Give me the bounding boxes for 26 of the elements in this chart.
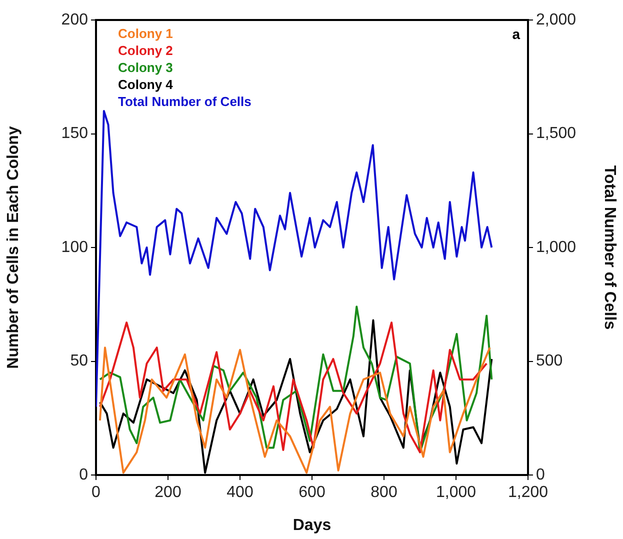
x-tick-label: 1,200 <box>508 484 548 502</box>
x-tick-label: 400 <box>226 484 254 502</box>
annotation: a <box>512 26 520 42</box>
text: Colony 4 <box>118 77 174 92</box>
x-tick-label: 200 <box>154 484 182 502</box>
y-axis-title: Number of Cells in Each Colony <box>5 126 22 369</box>
y-tick-label: 0 <box>79 466 88 484</box>
x-tick-label: 0 <box>92 484 101 502</box>
x-tick-label: 800 <box>370 484 398 502</box>
y-tick-label: 150 <box>61 125 88 142</box>
x-axis-title: Days <box>292 516 332 534</box>
x-tick-label: 1,000 <box>436 484 476 502</box>
y2-tick-label: 2,000 <box>536 11 576 28</box>
y2-tick-label: 1,000 <box>536 238 576 256</box>
y2-tick-label: 500 <box>536 352 563 370</box>
y-tick-label: 100 <box>61 238 88 256</box>
text: Colony 2 <box>118 43 173 58</box>
y2-axis-title: Total Number of Cells <box>600 165 618 330</box>
series-label: Total Number of Cells <box>118 94 252 110</box>
x-tick-label: 600 <box>298 484 326 502</box>
y-tick-label: 200 <box>61 11 88 28</box>
y2-tick-label: 1,500 <box>536 125 576 142</box>
y2-tick-label: 0 <box>536 466 545 484</box>
y-tick-label: 50 <box>70 352 88 370</box>
text: Colony 1 <box>118 26 173 42</box>
text: Colony 3 <box>118 60 173 76</box>
